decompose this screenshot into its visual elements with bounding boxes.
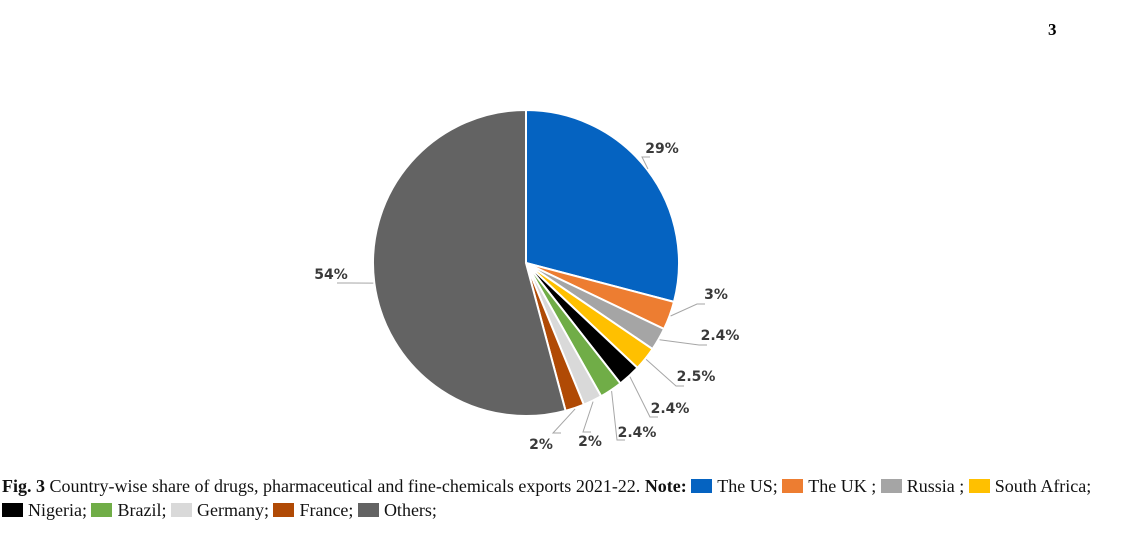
data-label-nigeria: 2.4% [651, 401, 690, 417]
data-label-the-us: 29% [645, 141, 679, 157]
data-label-brazil: 2.4% [618, 425, 657, 441]
legend-item-france: France; [273, 500, 353, 520]
data-labels: 29% 3% 2.4% 2.5% 2.4% 2.4% 2% 2% 54% [314, 141, 739, 453]
pie-chart: 29% 3% 2.4% 2.5% 2.4% 2.4% 2% 2% 54% [314, 109, 739, 453]
leader-lines [337, 156, 707, 441]
legend: The US; The UK ; Russia ; South Africa; … [2, 476, 1091, 520]
legend-swatch [691, 479, 713, 493]
legend-item-brazil: Brazil; [91, 500, 166, 520]
leader-line-south-africa [645, 358, 684, 387]
legend-item-the-us: The US; [691, 476, 778, 496]
leader-line-france [551, 408, 576, 434]
data-label-france: 2% [529, 437, 553, 453]
legend-item-germany: Germany; [170, 500, 269, 520]
legend-label: Russia ; [906, 476, 965, 496]
legend-label: Germany; [196, 500, 269, 520]
legend-swatch [170, 503, 192, 517]
figure-caption: Fig. 3 Country-wise share of drugs, phar… [2, 474, 1136, 522]
data-label-russia: 2.4% [701, 328, 740, 344]
leader-line-nigeria [629, 376, 658, 418]
leader-line-the-uk [670, 303, 705, 317]
leader-line-russia [659, 339, 707, 346]
legend-swatch [91, 503, 113, 517]
legend-label: France; [299, 500, 354, 520]
legend-label: Nigeria; [28, 500, 87, 520]
data-label-the-uk: 3% [704, 287, 728, 303]
note-label: Note: [644, 476, 687, 496]
legend-item-russia: Russia ; [880, 476, 965, 496]
legend-swatch [968, 479, 990, 493]
legend-label: The UK ; [808, 476, 877, 496]
legend-swatch [782, 479, 804, 493]
legend-item-others: Others; [357, 500, 437, 520]
legend-label: South Africa; [994, 476, 1092, 496]
pie-slices [372, 109, 680, 417]
data-label-germany: 2% [578, 434, 602, 450]
legend-label: Others; [383, 500, 437, 520]
data-label-others: 54% [314, 267, 348, 283]
leader-line-the-us [641, 156, 650, 170]
data-label-south-africa: 2.5% [677, 369, 716, 385]
legend-swatch [357, 503, 379, 517]
legend-swatch [2, 503, 23, 517]
legend-item-nigeria: Nigeria; [2, 500, 87, 520]
pie-slice-others [372, 109, 567, 417]
leader-line-germany [582, 401, 594, 433]
page-number: 3 [1048, 20, 1057, 39]
legend-label: Brazil; [117, 500, 167, 520]
pie-slice-the-us [525, 109, 680, 303]
caption-text: Country-wise share of drugs, pharmaceuti… [49, 476, 641, 496]
legend-item-the-uk: The UK ; [782, 476, 876, 496]
figure-label: Fig. 3 [2, 476, 45, 496]
leader-line-brazil [611, 390, 625, 441]
legend-swatch [273, 503, 295, 517]
legend-item-south-africa: South Africa; [968, 476, 1092, 496]
legend-label: The US; [717, 476, 778, 496]
legend-swatch [880, 479, 902, 493]
